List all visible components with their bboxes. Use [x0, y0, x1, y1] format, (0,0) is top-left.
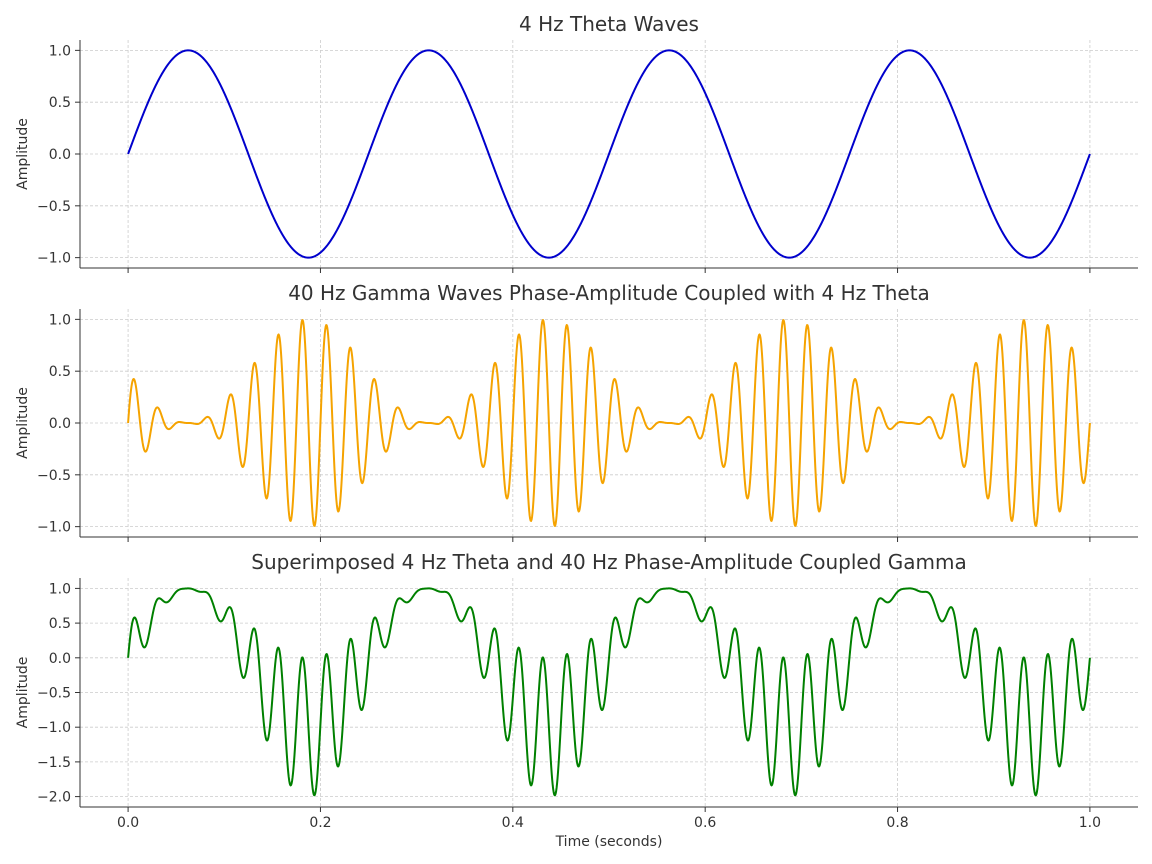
y-tick-label: −1.0 — [37, 520, 71, 536]
tick-labels: 0.0 0.2 0.4 0.6 0.8 1.0 1.0 0.5 0.0 −0.5 −1.0 −1.5 −… — [37, 581, 1101, 831]
y-tick-label: 0.5 — [49, 95, 71, 111]
y-tick-label: −0.5 — [37, 199, 71, 215]
grid — [80, 578, 1138, 807]
y-tick-label: 0.0 — [49, 147, 71, 163]
y-tick-label: −2.0 — [37, 790, 71, 806]
theta-wave-line — [127, 49, 1091, 259]
tick-labels: 1.0 0.5 0.0 −0.5 −1.0 — [37, 312, 71, 535]
tick-labels: 1.0 0.5 0.0 −0.5 −1.0 — [37, 43, 71, 266]
grid — [80, 40, 1138, 268]
gamma-panel: 40 Hz Gamma Waves Phase-Amplitude Couple… — [15, 281, 1138, 542]
x-axis-label: Time (seconds) — [555, 834, 663, 850]
ticks — [75, 318, 1091, 542]
theta-panel: 4 Hz Theta Waves Amplitude 1.0 0.5 0.0 −0.5… — [15, 12, 1138, 273]
y-tick-label: 0.0 — [49, 416, 71, 432]
y-tick-label: 0.5 — [49, 364, 71, 380]
x-tick-label: 0.6 — [694, 815, 716, 831]
y-tick-label: 1.0 — [49, 312, 71, 328]
y-axis-label: Amplitude — [15, 118, 31, 190]
x-tick-label: 0.2 — [309, 815, 331, 831]
axes-spines — [79, 40, 1138, 269]
superimposed-wave-line — [127, 587, 1091, 797]
y-axis-label: Amplitude — [15, 387, 31, 459]
x-tick-label: 0.4 — [502, 815, 524, 831]
axes-spines — [79, 578, 1138, 808]
y-tick-label: −0.5 — [37, 468, 71, 484]
panel-title: 4 Hz Theta Waves — [519, 12, 699, 36]
y-tick-label: −1.0 — [37, 251, 71, 267]
y-tick-label: 0.5 — [49, 616, 71, 632]
panel-title: Superimposed 4 Hz Theta and 40 Hz Phase-… — [251, 550, 966, 574]
x-tick-label: 0.8 — [886, 815, 908, 831]
superimposed-panel: Superimposed 4 Hz Theta and 40 Hz Phase-… — [15, 550, 1138, 850]
ticks — [75, 49, 1091, 273]
axes-spines — [79, 309, 1138, 538]
y-tick-label: 0.0 — [49, 651, 71, 667]
panel-title: 40 Hz Gamma Waves Phase-Amplitude Couple… — [288, 281, 930, 305]
y-tick-label: 1.0 — [49, 581, 71, 597]
y-axis-label: Amplitude — [15, 657, 31, 729]
x-tick-label: 1.0 — [1079, 815, 1101, 831]
y-tick-label: −1.5 — [37, 755, 71, 771]
x-tick-label: 0.0 — [117, 815, 139, 831]
ticks — [75, 587, 1091, 812]
gamma-wave-line — [127, 319, 1091, 527]
y-tick-label: −1.0 — [37, 720, 71, 736]
y-tick-label: −0.5 — [37, 686, 71, 702]
y-tick-label: 1.0 — [49, 43, 71, 59]
